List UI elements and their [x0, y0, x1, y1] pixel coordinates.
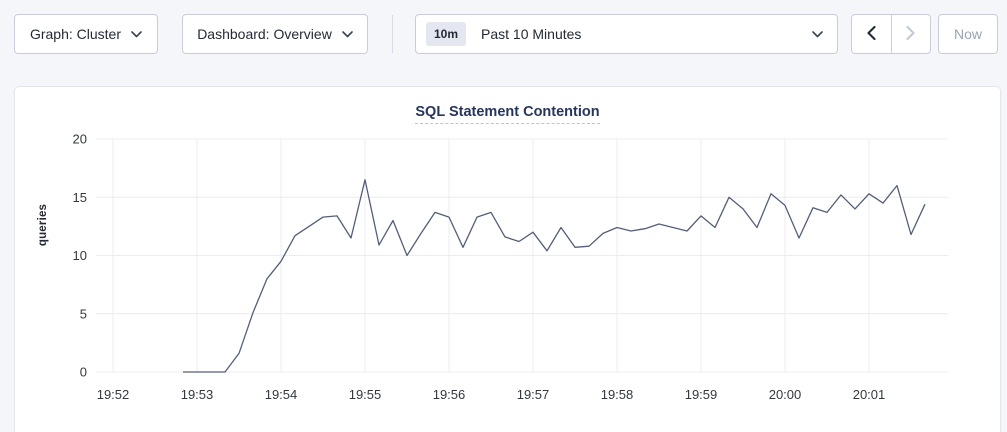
- time-step-forward-button[interactable]: [890, 15, 930, 53]
- x-tick-label: 19:54: [265, 387, 298, 402]
- y-tick-label: 10: [73, 248, 87, 263]
- x-tick-label: 19:59: [685, 387, 718, 402]
- chart-title-row: SQL Statement Contention: [15, 103, 1000, 124]
- chevron-left-icon: [867, 25, 876, 43]
- y-tick-label: 0: [80, 365, 87, 380]
- graph-dropdown[interactable]: Graph: Cluster: [14, 14, 158, 54]
- x-tick-label: 19:57: [517, 387, 550, 402]
- now-button[interactable]: Now: [938, 14, 998, 54]
- dashboard-dropdown[interactable]: Dashboard: Overview: [182, 14, 368, 54]
- y-tick-label: 5: [80, 306, 87, 321]
- x-tick-label: 19:56: [433, 387, 466, 402]
- chevron-down-icon: [131, 30, 142, 38]
- x-tick-label: 20:01: [853, 387, 886, 402]
- time-range-selector[interactable]: 10m Past 10 Minutes: [415, 14, 838, 54]
- chevron-down-icon: [812, 30, 823, 38]
- dashboard-dropdown-label: Dashboard: Overview: [197, 26, 332, 42]
- toolbar: Graph: Cluster Dashboard: Overview 10m P…: [14, 14, 998, 54]
- toolbar-divider: [392, 15, 393, 53]
- graph-dropdown-label: Graph: Cluster: [29, 26, 122, 42]
- sql-contention-line-chart[interactable]: 0 5 10 15 20 19:52 19:53 19:54 19:55 19:56 19:57 19…: [15, 87, 1000, 427]
- x-tick-label: 19:53: [181, 387, 214, 402]
- x-tick-label: 19:55: [349, 387, 382, 402]
- x-tick-label: 20:00: [769, 387, 802, 402]
- time-range-label: Past 10 Minutes: [481, 26, 582, 42]
- chart-title[interactable]: SQL Statement Contention: [415, 104, 600, 124]
- time-step-buttons: [851, 14, 931, 54]
- chevron-right-icon: [906, 25, 916, 43]
- y-tick-label: 15: [73, 190, 87, 205]
- x-tick-label: 19:58: [601, 387, 634, 402]
- y-tick-label: 20: [73, 132, 87, 147]
- chart-panel: SQL Statement Contention queries 0 5 10 15 2…: [14, 86, 1001, 432]
- chevron-down-icon: [342, 30, 353, 38]
- x-tick-label: 19:52: [97, 387, 130, 402]
- time-step-back-button[interactable]: [852, 15, 891, 53]
- data-line: [183, 179, 926, 373]
- time-range-badge: 10m: [426, 22, 467, 46]
